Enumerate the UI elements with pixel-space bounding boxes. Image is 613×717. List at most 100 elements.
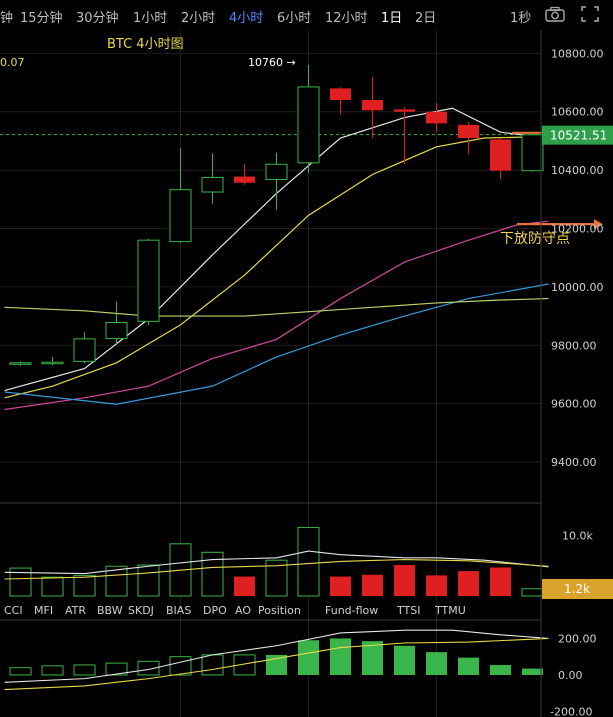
ao-panel: 200.00 0.00 -200.00 bbox=[4, 629, 597, 717]
indicator-tab-dpo[interactable]: DPO bbox=[203, 604, 227, 617]
volume-bar bbox=[297, 526, 320, 597]
indicator-tab-mfi[interactable]: MFI bbox=[34, 604, 53, 617]
candle-body bbox=[394, 109, 415, 112]
current-price-label: 10521.51 bbox=[550, 129, 607, 143]
candle-body bbox=[297, 86, 320, 164]
tab-15min[interactable]: 15分钟 bbox=[20, 11, 63, 26]
volume-bar bbox=[394, 565, 415, 596]
tab-2h[interactable]: 2小时 bbox=[181, 11, 216, 26]
ao-bar bbox=[458, 657, 479, 675]
camera-icon[interactable] bbox=[545, 6, 565, 22]
volume-panel: 10.0k 1.2k bbox=[4, 526, 613, 599]
ao-tick-label: 200.00 bbox=[558, 632, 597, 645]
ma-line bbox=[4, 297, 549, 317]
ao-bar bbox=[394, 645, 415, 675]
volume-bar bbox=[9, 567, 32, 597]
annotation-text: 下放防守点 bbox=[500, 231, 570, 247]
y-tick-label: 9800.00 bbox=[551, 339, 597, 352]
high-price-marker: 10760 → bbox=[248, 56, 296, 69]
indicator-tab-skdj[interactable]: SKDJ bbox=[128, 604, 154, 617]
candle-body bbox=[234, 176, 255, 183]
volume-ma-line bbox=[4, 559, 549, 580]
tab-30min[interactable]: 30分钟 bbox=[76, 11, 119, 26]
ao-bar bbox=[233, 654, 256, 676]
grid-lines bbox=[0, 30, 541, 717]
ao-bar bbox=[266, 654, 287, 675]
y-tick-label: 9400.00 bbox=[551, 456, 597, 469]
indicator-tab-ttsi[interactable]: TTSI bbox=[396, 604, 420, 617]
candle-body bbox=[41, 361, 64, 365]
volume-bar bbox=[105, 565, 128, 597]
ao-tick-label: 0.00 bbox=[558, 669, 583, 682]
ao-bar bbox=[426, 652, 447, 675]
volume-bar bbox=[330, 576, 351, 596]
refresh-interval[interactable]: 1秒 bbox=[510, 11, 532, 26]
ao-bar bbox=[362, 641, 383, 675]
candle-body bbox=[521, 134, 544, 172]
tab-1min[interactable]: 钟 bbox=[0, 11, 14, 26]
ao-bar bbox=[330, 638, 351, 675]
ao-bar bbox=[41, 665, 64, 676]
indicator-value: 0.07 bbox=[0, 56, 25, 69]
indicator-tab-ttmu[interactable]: TTMU bbox=[434, 604, 466, 617]
ao-bar bbox=[522, 668, 543, 675]
candle-body bbox=[426, 111, 447, 124]
tab-1d[interactable]: 1日 bbox=[381, 11, 403, 26]
volume-current-tag bbox=[542, 579, 613, 599]
y-tick-label: 10000.00 bbox=[551, 281, 604, 294]
y-tick-label: 9600.00 bbox=[551, 398, 597, 411]
ao-bar bbox=[201, 654, 224, 676]
y-tick-label: 10600.00 bbox=[551, 106, 604, 119]
indicator-tab-fund-flow[interactable]: Fund-flow bbox=[325, 604, 378, 617]
indicator-tab-bbw[interactable]: BBW bbox=[97, 604, 123, 617]
ao-bar bbox=[105, 662, 128, 676]
price-axis: 10800.00 10600.00 10400.00 10200.00 10000.00… bbox=[512, 47, 613, 469]
ao-bar bbox=[490, 664, 511, 675]
chart-title: BTC 4小时图 bbox=[107, 37, 184, 52]
volume-bar bbox=[521, 588, 544, 597]
tab-4h[interactable]: 4小时 bbox=[229, 11, 264, 26]
volume-bar bbox=[426, 575, 447, 596]
ao-tick-label: -200.00 bbox=[550, 706, 592, 717]
tab-12h[interactable]: 12小时 bbox=[325, 11, 368, 26]
candle-body bbox=[73, 338, 96, 362]
ao-bar bbox=[9, 667, 32, 676]
candle-body bbox=[169, 189, 192, 243]
candle-body bbox=[362, 100, 383, 111]
arrow-head bbox=[594, 219, 603, 230]
tab-2d[interactable]: 2日 bbox=[415, 11, 437, 26]
fullscreen-icon[interactable] bbox=[581, 6, 599, 22]
volume-bar bbox=[265, 559, 288, 597]
candlestick-chart[interactable]: 10.0k 1.2k 200.00 0.00 -200.00 10800.00 1060… bbox=[0, 30, 613, 717]
volume-bar bbox=[73, 574, 96, 597]
ao-ma-line bbox=[4, 637, 549, 691]
indicator-tabs: CCI MFI ATR BBW SKDJ BIAS DPO AO Position Fund-fl… bbox=[4, 604, 466, 617]
candle-body bbox=[201, 176, 224, 193]
indicator-tab-position[interactable]: Position bbox=[258, 604, 301, 617]
candle-body bbox=[9, 362, 32, 365]
tab-1h[interactable]: 1小时 bbox=[133, 11, 168, 26]
ao-bar bbox=[298, 640, 319, 675]
y-tick-label: 10400.00 bbox=[551, 164, 604, 177]
candle-body bbox=[490, 139, 511, 171]
timeframe-toolbar: 钟 15分钟 30分钟 1小时 2小时 4小时 6小时 12小时 1日 2日 1… bbox=[0, 0, 613, 30]
candle-body bbox=[265, 163, 288, 180]
tab-6h[interactable]: 6小时 bbox=[277, 11, 312, 26]
ao-ma-line bbox=[4, 629, 549, 683]
volume-ma-line bbox=[4, 550, 549, 575]
indicator-tab-ao[interactable]: AO bbox=[235, 604, 251, 617]
candle-body bbox=[137, 239, 160, 322]
y-tick-label: 10200.00 bbox=[551, 223, 604, 236]
volume-bar bbox=[234, 576, 255, 596]
candle-body bbox=[458, 124, 479, 139]
current-price-tag bbox=[542, 125, 613, 145]
volume-bar bbox=[137, 564, 160, 597]
y-tick-label: 10800.00 bbox=[551, 47, 604, 60]
indicator-tab-cci[interactable]: CCI bbox=[4, 604, 23, 617]
indicator-tab-atr[interactable]: ATR bbox=[65, 604, 86, 617]
ma-line bbox=[4, 220, 549, 411]
volume-bar bbox=[201, 551, 224, 597]
ma-line bbox=[4, 135, 549, 399]
indicator-tab-bias[interactable]: BIAS bbox=[166, 604, 191, 617]
volume-current-label: 1.2k bbox=[564, 582, 590, 596]
